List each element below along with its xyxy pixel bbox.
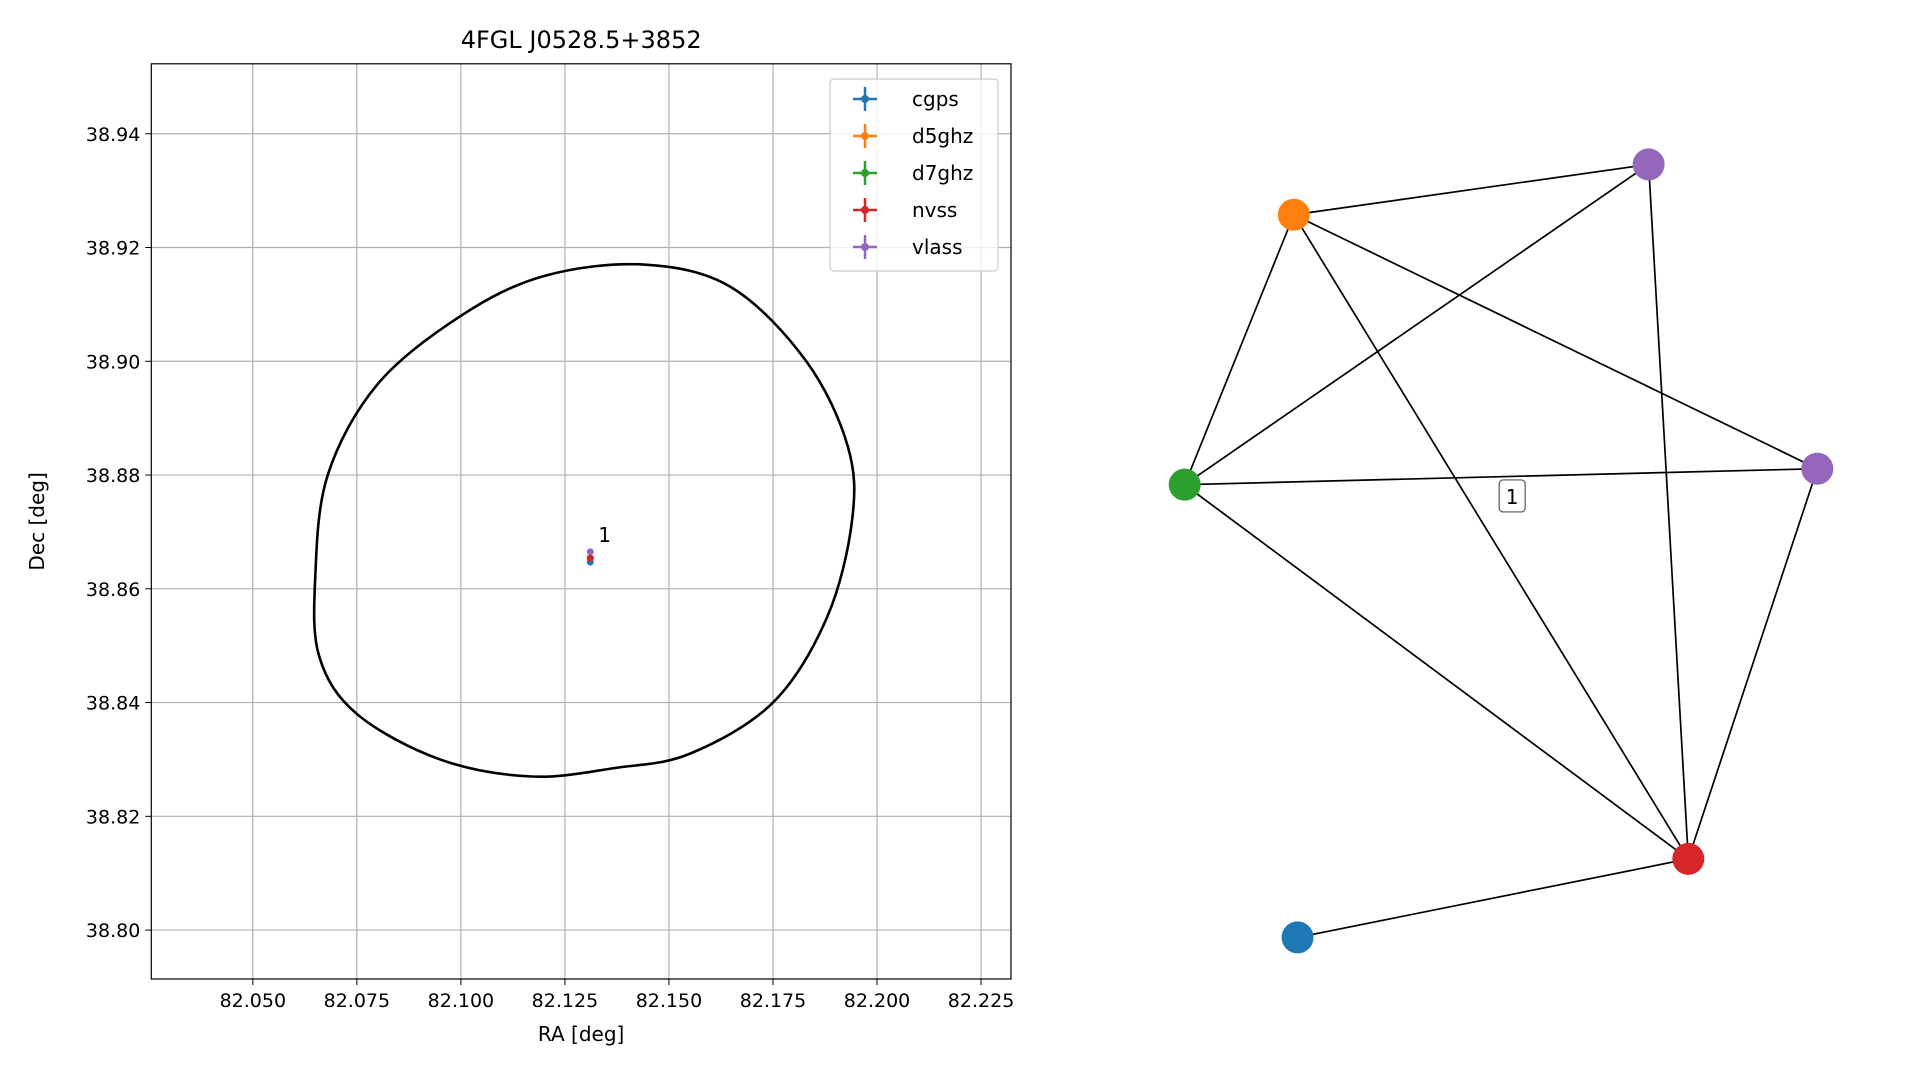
- y-tick-label: 38.88: [86, 465, 140, 487]
- legend-marker: [861, 169, 869, 177]
- x-axis-label: RA [deg]: [538, 1022, 624, 1046]
- node: [1801, 452, 1834, 485]
- x-tick-label: 82.075: [324, 990, 390, 1012]
- y-tick-label: 38.84: [86, 693, 140, 715]
- y-tick-label: 38.80: [86, 920, 140, 942]
- y-axis-label: Dec [deg]: [25, 472, 49, 570]
- legend-marker: [861, 132, 869, 140]
- x-tick-label: 82.125: [532, 990, 598, 1012]
- y-tick-label: 38.94: [86, 124, 140, 146]
- legend-marker: [861, 95, 869, 103]
- x-tick-label: 82.050: [220, 990, 286, 1012]
- edge: [1184, 483, 1689, 860]
- chart-title: 4FGL J0528.5+3852: [461, 26, 702, 54]
- x-tick-label: 82.150: [636, 990, 702, 1012]
- node: [1277, 198, 1310, 231]
- edge-label: 1: [1506, 485, 1519, 509]
- edge: [1184, 467, 1818, 486]
- legend-label: cgps: [912, 87, 959, 111]
- edge: [1183, 214, 1295, 485]
- node: [1168, 468, 1201, 501]
- edge: [1293, 214, 1690, 860]
- edge: [1297, 858, 1689, 939]
- legend-label: d5ghz: [912, 124, 973, 148]
- legend-marker: [861, 243, 869, 251]
- edge: [1184, 163, 1650, 486]
- node: [1632, 148, 1665, 181]
- annotation: 1: [598, 523, 611, 547]
- plot-frame: [150, 63, 1012, 980]
- legend-box: [829, 78, 999, 272]
- legend-label: d7ghz: [912, 161, 973, 185]
- y-tick-label: 38.90: [86, 351, 140, 373]
- contour: [312, 262, 856, 779]
- edge: [1647, 164, 1690, 859]
- edge: [1293, 163, 1649, 216]
- x-tick-label: 82.200: [844, 990, 910, 1012]
- x-tick-label: 82.225: [948, 990, 1014, 1012]
- data-point: [586, 548, 594, 556]
- x-tick-label: 82.175: [740, 990, 806, 1012]
- node: [1281, 921, 1314, 954]
- x-tick-label: 82.100: [428, 990, 494, 1012]
- edge-label-box: [1498, 479, 1526, 513]
- legend-label: nvss: [912, 198, 957, 222]
- y-tick-label: 38.86: [86, 579, 140, 601]
- data-point: [586, 554, 594, 562]
- legend-marker: [861, 206, 869, 214]
- legend-label: vlass: [912, 235, 963, 259]
- edge: [1293, 213, 1818, 470]
- edge: [1687, 468, 1819, 860]
- y-tick-label: 38.82: [86, 806, 140, 828]
- y-tick-label: 38.92: [86, 238, 140, 260]
- node: [1672, 842, 1705, 875]
